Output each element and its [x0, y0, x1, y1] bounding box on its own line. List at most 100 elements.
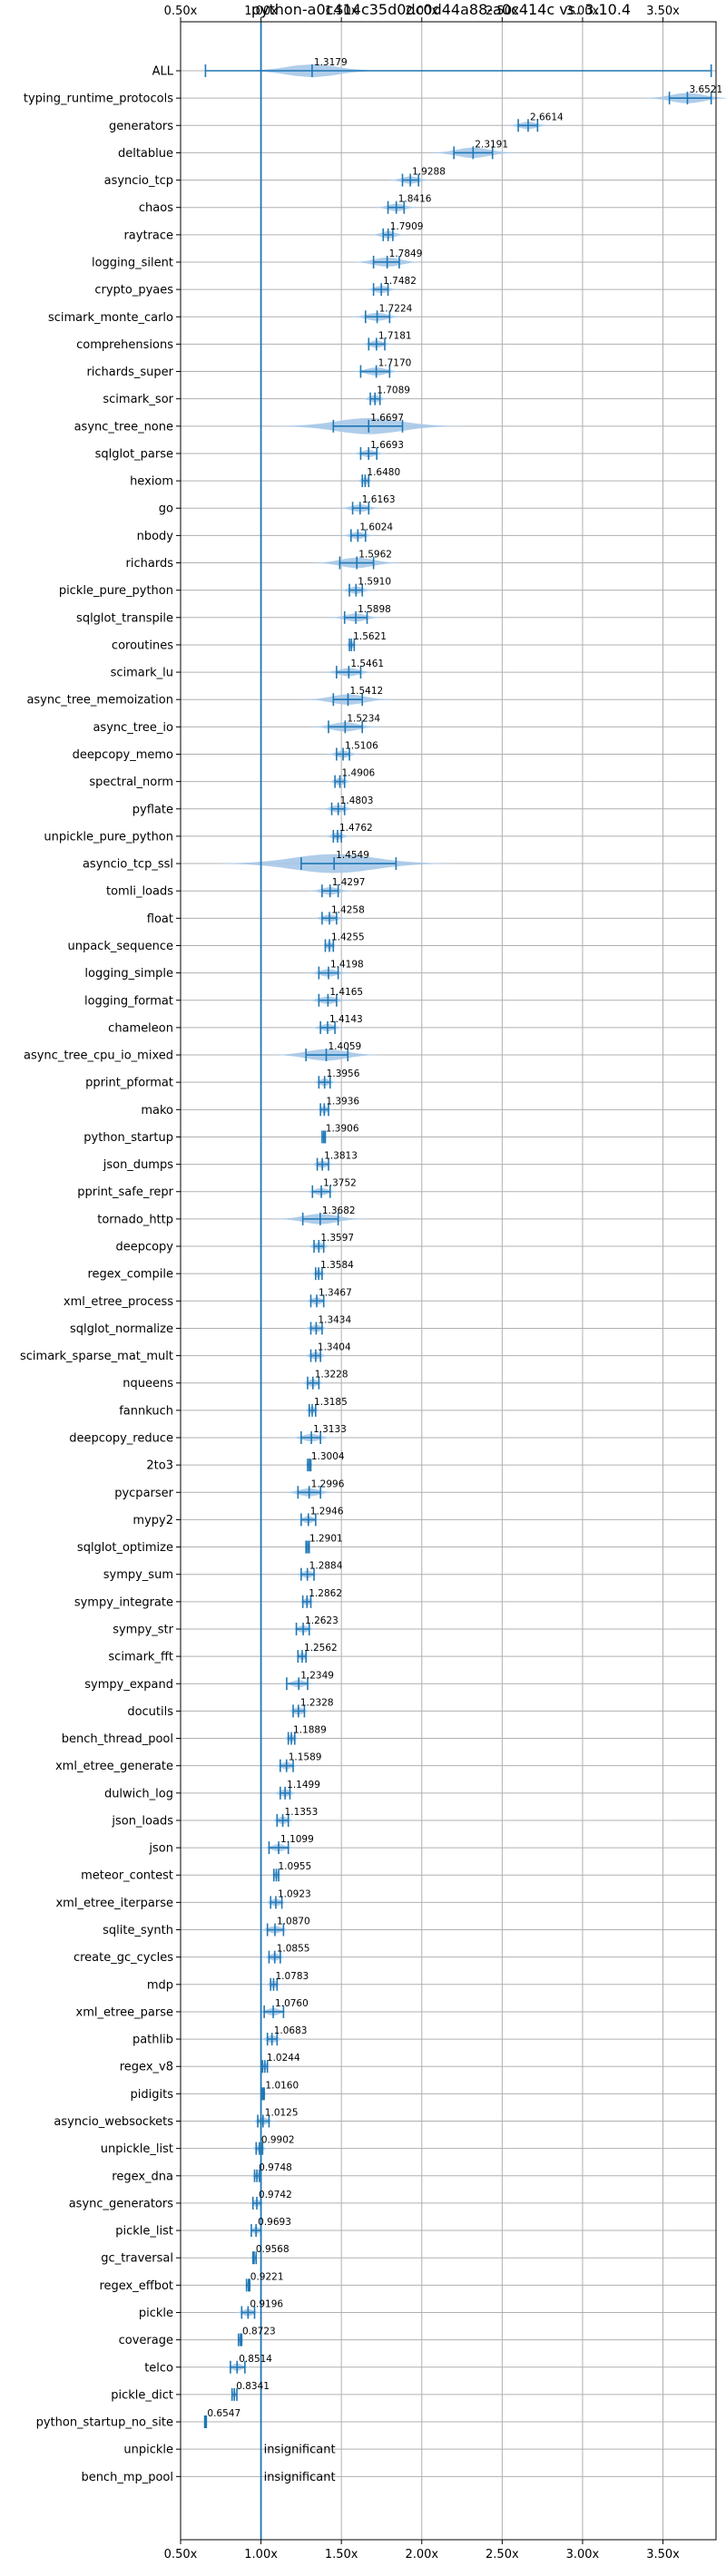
- value-label: 1.3133: [313, 1424, 347, 1435]
- x-tick-label-bottom: 2.50x: [486, 2548, 519, 2561]
- benchmark-label: raytrace: [123, 229, 173, 242]
- value-label: 1.4255: [331, 932, 365, 942]
- value-label: 1.4297: [332, 877, 366, 888]
- benchmark-label: typing_runtime_protocols: [24, 93, 173, 106]
- benchmark-label: richards: [126, 557, 174, 571]
- benchmark-label: telco: [144, 2361, 173, 2375]
- benchmark-label: pathlib: [132, 2034, 173, 2047]
- value-label: 1.2901: [309, 1534, 343, 1545]
- value-label: 1.4059: [329, 1041, 362, 1052]
- x-tick-label-bottom: 2.00x: [405, 2548, 438, 2561]
- x-tick-label-top: 1.00x: [244, 5, 278, 18]
- value-label: 1.4165: [329, 987, 363, 998]
- benchmark-label: float: [147, 912, 173, 926]
- benchmark-label: asyncio_websockets: [54, 2115, 173, 2129]
- benchmark-label: async_tree_memoization: [26, 694, 173, 707]
- benchmark-label: coroutines: [112, 639, 173, 652]
- value-label: 1.1499: [287, 1780, 320, 1791]
- chart-title: python-a0c414c35d0dc0d44a88-a0c414c vs. …: [251, 1, 631, 18]
- x-tick-label-bottom: 1.50x: [325, 2548, 358, 2561]
- value-label: 0.8723: [242, 2327, 276, 2337]
- value-label: 3.6521: [689, 84, 722, 95]
- benchmark-label: mdp: [147, 1978, 173, 1992]
- value-label: 1.6024: [359, 522, 393, 532]
- value-label: 1.0244: [267, 2053, 300, 2064]
- value-label: 0.8514: [239, 2354, 272, 2365]
- plot-frame: [180, 21, 717, 2541]
- benchmark-label: sqlglot_optimize: [77, 1541, 173, 1555]
- value-label: 1.5461: [350, 659, 384, 669]
- value-label: 1.7170: [378, 358, 412, 369]
- benchmark-label: dulwich_log: [104, 1787, 173, 1800]
- benchmark-label: bench_thread_pool: [62, 1732, 173, 1746]
- value-label: 1.0783: [275, 1971, 309, 1982]
- value-label: 1.3434: [318, 1314, 351, 1325]
- value-label: 1.0870: [277, 1917, 310, 1927]
- benchmark-label: asyncio_tcp_ssl: [83, 858, 173, 872]
- benchmark-label: tornado_http: [97, 1213, 173, 1226]
- benchmark-label: scimark_sor: [103, 393, 173, 406]
- value-label: 1.4143: [329, 1014, 363, 1025]
- benchmark-label: coverage: [119, 2334, 173, 2347]
- benchmark-label: pidigits: [131, 2088, 174, 2102]
- benchmark-label: deltablue: [118, 147, 173, 161]
- value-label: 1.0760: [275, 1998, 309, 2009]
- benchmark-label: regex_effbot: [99, 2279, 173, 2293]
- benchmark-label: xml_etree_iterparse: [55, 1897, 173, 1910]
- value-label: 0.9221: [250, 2271, 284, 2282]
- benchmark-label: scimark_sparse_mat_mult: [20, 1350, 173, 1363]
- value-label: 1.2328: [300, 1697, 334, 1708]
- benchmark-label: bench_mp_pool: [81, 2471, 173, 2484]
- value-label: 1.3752: [323, 1178, 357, 1189]
- benchmark-label: create_gc_cycles: [74, 1951, 173, 1965]
- value-label: 1.2623: [305, 1615, 338, 1626]
- benchmark-label: sqlglot_normalize: [70, 1322, 173, 1336]
- value-label: 1.7224: [379, 303, 413, 314]
- value-label: 1.2996: [311, 1478, 345, 1489]
- value-label: 0.9196: [250, 2298, 283, 2309]
- benchmark-label: json_loads: [111, 1814, 173, 1828]
- benchmark-label: spectral_norm: [89, 776, 173, 789]
- value-label: 1.3597: [320, 1233, 354, 1244]
- benchmark-label: python_startup: [83, 1131, 173, 1145]
- value-label: 1.4549: [336, 850, 369, 861]
- x-tick-label-bottom: 3.00x: [566, 2548, 600, 2561]
- value-label: 1.5910: [358, 577, 391, 588]
- value-label: 1.5962: [358, 550, 392, 561]
- benchmark-label: tomli_loads: [106, 885, 173, 899]
- x-tick-label-top: 2.50x: [486, 5, 519, 18]
- value-label: 1.1889: [293, 1725, 327, 1736]
- value-label: 1.3813: [324, 1151, 358, 1162]
- value-label: 1.3185: [314, 1397, 348, 1408]
- x-tick-label-top: 1.50x: [325, 5, 358, 18]
- benchmark-label: logging_silent: [92, 256, 173, 269]
- value-label: 1.3404: [318, 1342, 351, 1353]
- value-label: 1.2562: [304, 1643, 338, 1654]
- value-label: 1.6163: [362, 494, 396, 505]
- benchmark-label: richards_super: [86, 366, 173, 379]
- value-label: 1.7089: [377, 385, 410, 396]
- benchmark-label: scimark_lu: [111, 667, 173, 680]
- value-label: 1.5621: [353, 631, 387, 642]
- value-label: 1.0160: [265, 2080, 299, 2091]
- benchmark-label: hexiom: [130, 475, 173, 489]
- benchmark-label: 2to3: [146, 1459, 173, 1473]
- value-label: 1.3906: [326, 1123, 359, 1134]
- benchmark-label: async_tree_cpu_io_mixed: [24, 1049, 173, 1063]
- benchmark-label: sympy_sum: [103, 1568, 173, 1582]
- value-label: 1.0855: [277, 1944, 310, 1955]
- benchmark-label: generators: [109, 120, 173, 133]
- value-label: 1.2862: [309, 1588, 342, 1599]
- benchmark-label: regex_dna: [112, 2170, 173, 2183]
- marks-layer: [202, 22, 726, 2540]
- value-label: 1.4762: [339, 823, 373, 834]
- x-tick-label-bottom: 0.50x: [164, 2548, 198, 2561]
- benchmark-label: scimark_monte_carlo: [48, 311, 173, 325]
- benchmark-label: pycparser: [114, 1487, 173, 1500]
- benchmark-label: sqlite_synth: [103, 1924, 173, 1937]
- benchmark-label: pyflate: [132, 803, 173, 816]
- benchmark-label: fannkuch: [119, 1404, 173, 1418]
- labels-layer: 0.50x 0.50x 1.00x 1.00x 1.50x 1.50x 2.00x 2.00x…: [20, 5, 722, 2561]
- benchmark-label: sqlglot_parse: [95, 447, 173, 461]
